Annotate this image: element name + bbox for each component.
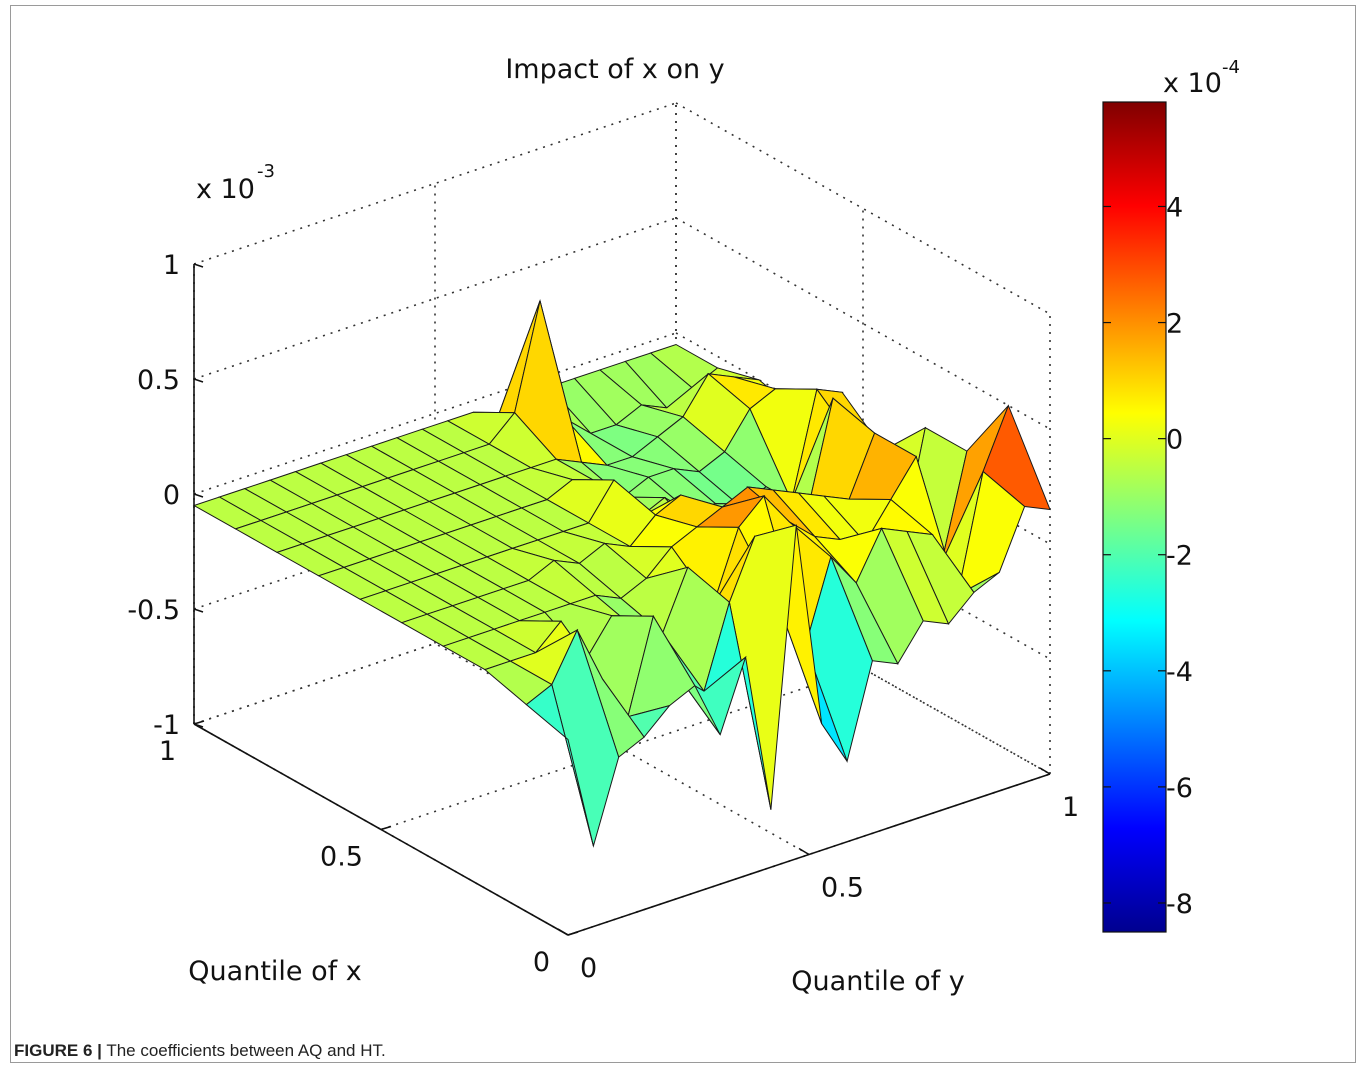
y-tick — [798, 847, 810, 856]
x-tick — [380, 825, 392, 831]
surface-plot: -1 -0.5 0 0.5 1 0 0.5 1 0 0.5 1 Impact of x on y Q… — [127, 54, 1240, 997]
x-tick — [567, 931, 579, 936]
z-tick — [193, 378, 204, 383]
grid-line — [193, 102, 677, 265]
surface-mesh — [192, 298, 1051, 848]
x-tick-label: 0 — [533, 947, 550, 978]
colorbar-exponent: -4 — [1222, 57, 1240, 78]
x-tick-label: 0.5 — [320, 842, 363, 873]
grid-line — [675, 102, 1051, 315]
colorbar-tick-label: -4 — [1166, 657, 1193, 688]
z-tick-label: -1 — [153, 710, 180, 741]
y-axis-label: Quantile of y — [791, 966, 964, 997]
z-tick-label: 0 — [163, 480, 180, 511]
colorbar-tick-label: 4 — [1166, 192, 1183, 223]
colorbar-tick-label: 2 — [1166, 309, 1183, 340]
figure-frame — [10, 5, 1356, 1063]
z-tick-label: -0.5 — [127, 595, 180, 626]
z-tick-label: 1 — [163, 250, 180, 281]
z-tick-label: 0.5 — [137, 365, 180, 396]
x-axis-label: Quantile of x — [188, 956, 361, 987]
x-tick-label: 1 — [159, 736, 176, 767]
y-tick — [557, 928, 569, 936]
z-tick — [193, 493, 204, 498]
y-tick-label: 0 — [580, 953, 597, 984]
z-multiplier: x 10 — [196, 174, 255, 205]
colorbar-tick-label: -8 — [1166, 889, 1193, 920]
colorbar: x 10 -4 4 2 0 -2 -4 -6 -8 — [1102, 57, 1240, 933]
surface-patch — [525, 683, 594, 847]
chart-title: Impact of x on y — [505, 54, 724, 85]
y-tick-label: 1 — [1062, 792, 1079, 823]
colorbar-gradient — [1102, 101, 1167, 933]
y-tick — [1039, 767, 1051, 775]
caption-label: FIGURE 6 | — [14, 1041, 102, 1060]
caption-text: The coefficients between AQ and HT. — [106, 1041, 386, 1060]
figure-caption: FIGURE 6 | The coefficients between AQ a… — [14, 1041, 386, 1061]
x-tick — [193, 720, 205, 725]
z-tick — [193, 263, 204, 268]
axes: -1 -0.5 0 0.5 1 0 0.5 1 0 0.5 1 — [127, 250, 1079, 984]
y-tick-label: 0.5 — [821, 873, 864, 904]
colorbar-tick-label: -2 — [1166, 541, 1193, 572]
z-exponent: -3 — [257, 161, 275, 182]
colorbar-tick-label: -6 — [1166, 773, 1193, 804]
z-tick — [193, 723, 204, 728]
colorbar-tick-label: 0 — [1166, 425, 1183, 456]
labels: Impact of x on y Quantile of x Quantile … — [188, 54, 964, 997]
colorbar-multiplier: x 10 — [1163, 68, 1222, 99]
z-tick — [193, 608, 204, 613]
